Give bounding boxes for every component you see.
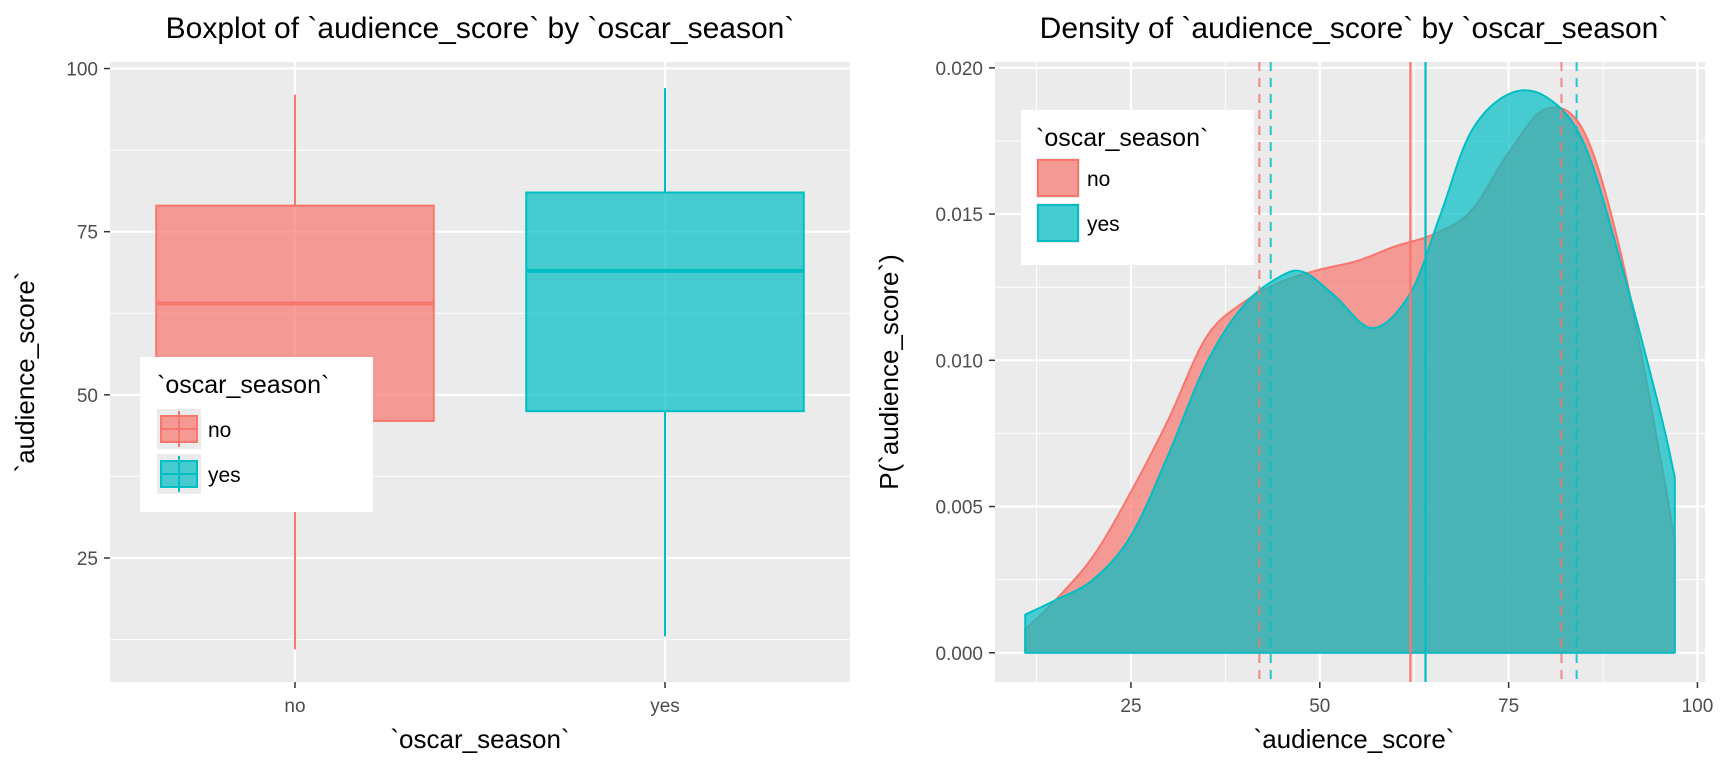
boxplot-x-tick-label: no [284, 696, 305, 717]
boxplot-legend-title: `oscar_season` [157, 371, 329, 399]
density-legend-label: yes [1087, 213, 1120, 236]
density-y-tick-label: 0.000 [935, 644, 983, 665]
density-panel: Density of `audience_score` by `oscar_se… [874, 12, 1713, 754]
density-x-axis-title: `audience_score` [1254, 724, 1455, 754]
density-legend: `oscar_season` no yes [1021, 110, 1254, 265]
density-y-axis-title: P(`audience_score`) [874, 254, 904, 490]
density-areas [1024, 89, 1676, 654]
boxplot-legend-label: yes [208, 464, 241, 487]
density-y-tick-label: 0.010 [935, 351, 983, 372]
boxplot-y-tick-label: 50 [77, 386, 98, 407]
boxplot-legend-key-no: no [157, 409, 231, 449]
box-yes [525, 88, 805, 637]
boxplot-y-tick-label: 75 [77, 223, 98, 244]
legend-key-fill [1037, 204, 1079, 242]
boxplot-legend-key-yes: yes [157, 454, 241, 494]
box-iqr-rect [525, 191, 805, 413]
density-legend-key-yes: yes [1036, 203, 1120, 243]
boxplot-x-axis-title: `oscar_season` [390, 724, 569, 754]
density-x-ticks: 25 50 75 100 [1120, 682, 1713, 717]
density-x-tick-label: 75 [1498, 696, 1519, 717]
boxplot-y-axis-title: `audience_score` [10, 272, 40, 473]
boxplot-y-tick-label: 25 [77, 549, 98, 570]
boxplot-panel: Boxplot of `audience_score` by `oscar_se… [10, 12, 850, 754]
density-legend-title: `oscar_season` [1036, 124, 1208, 152]
density-y-tick-label: 0.015 [935, 205, 983, 226]
density-area-yes [1024, 89, 1676, 654]
density-x-tick-label: 25 [1120, 696, 1141, 717]
density-y-tick-label: 0.020 [935, 59, 983, 80]
boxplot-x-tick-label: yes [650, 696, 680, 717]
density-x-tick-label: 100 [1682, 696, 1714, 717]
density-reference-lines [1258, 62, 1578, 682]
boxplot-x-ticks: no yes [284, 682, 680, 717]
boxplot-legend: `oscar_season` no yes [140, 357, 373, 512]
density-legend-key-no: no [1036, 158, 1110, 198]
boxplot-y-tick-label: 100 [66, 60, 98, 81]
density-y-tick-label: 0.005 [935, 498, 983, 519]
boxplot-legend-label: no [208, 419, 231, 442]
density-title: Density of `audience_score` by `oscar_se… [1040, 12, 1669, 45]
boxplot-boxes [155, 88, 805, 650]
boxplot-legend-keys: no yes [157, 409, 241, 494]
density-y-ticks: 0.000 0.005 0.010 0.015 0.020 [935, 59, 995, 665]
legend-key-fill [1037, 159, 1079, 197]
density-legend-keys: no yes [1036, 158, 1120, 243]
boxplot-title: Boxplot of `audience_score` by `oscar_se… [166, 12, 795, 45]
density-legend-label: no [1087, 168, 1110, 191]
density-x-tick-label: 50 [1309, 696, 1330, 717]
boxplot-y-ticks: 25 50 75 100 [66, 60, 110, 570]
